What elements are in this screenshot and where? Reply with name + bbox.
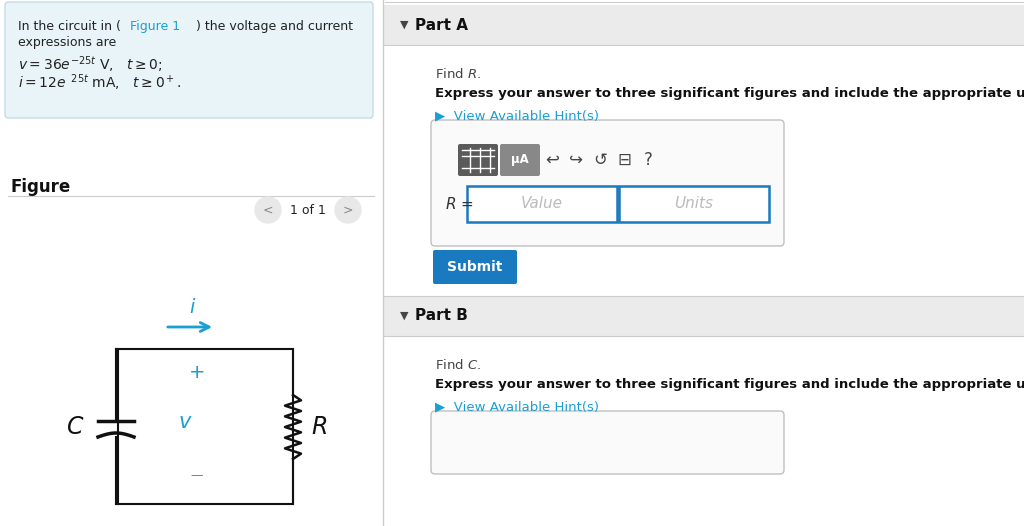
FancyBboxPatch shape — [458, 144, 498, 176]
Text: Part B: Part B — [415, 309, 468, 323]
Text: ⊟: ⊟ — [617, 151, 631, 169]
Text: <: < — [263, 204, 273, 217]
Text: $v$: $v$ — [178, 412, 193, 432]
Bar — [618, 186, 769, 222]
Text: Figure 1: Figure 1 — [130, 20, 180, 33]
Text: Submit: Submit — [447, 260, 503, 274]
Circle shape — [255, 197, 281, 223]
Circle shape — [335, 197, 361, 223]
Text: ▼: ▼ — [400, 20, 409, 30]
Text: ?: ? — [643, 151, 652, 169]
FancyBboxPatch shape — [5, 2, 373, 118]
Text: ▶  View Available Hint(s): ▶ View Available Hint(s) — [435, 109, 599, 122]
Text: $i = 12e^{\;\;25t}$ mA,   $t \geq 0^+$.: $i = 12e^{\;\;25t}$ mA, $t \geq 0^+$. — [18, 72, 181, 93]
Text: Figure: Figure — [10, 178, 71, 196]
Bar — [118, 349, 293, 504]
FancyBboxPatch shape — [500, 144, 540, 176]
Text: $R$: $R$ — [311, 415, 328, 439]
Text: $C$: $C$ — [66, 415, 84, 439]
FancyBboxPatch shape — [431, 120, 784, 246]
Text: Value: Value — [521, 197, 563, 211]
Text: +: + — [188, 363, 205, 382]
Text: $R$ =: $R$ = — [445, 196, 473, 212]
Text: ↩: ↩ — [545, 151, 559, 169]
Text: ▼: ▼ — [400, 311, 409, 321]
Text: Find $R$.: Find $R$. — [435, 67, 481, 81]
Bar — [383, 5, 1024, 45]
Text: Express your answer to three significant figures and include the appropriate uni: Express your answer to three significant… — [435, 87, 1024, 100]
Text: ↪: ↪ — [569, 151, 583, 169]
Text: expressions are: expressions are — [18, 36, 117, 49]
Text: >: > — [343, 204, 353, 217]
Text: Find $C$.: Find $C$. — [435, 358, 481, 372]
Text: $v = 36e^{-25t}$ V,   $t \geq 0$;: $v = 36e^{-25t}$ V, $t \geq 0$; — [18, 54, 163, 75]
Text: Express your answer to three significant figures and include the appropriate uni: Express your answer to three significant… — [435, 378, 1024, 391]
Text: ) the voltage and current: ) the voltage and current — [196, 20, 353, 33]
Text: 1 of 1: 1 of 1 — [290, 204, 326, 217]
Text: μA: μA — [511, 154, 528, 167]
FancyBboxPatch shape — [431, 411, 784, 474]
Text: ↺: ↺ — [593, 151, 607, 169]
Text: —: — — [190, 469, 203, 482]
Text: Part A: Part A — [415, 17, 468, 33]
Bar — [467, 186, 617, 222]
FancyBboxPatch shape — [433, 250, 517, 284]
Text: In the circuit in (: In the circuit in ( — [18, 20, 121, 33]
Bar — [383, 296, 1024, 336]
Text: $i$: $i$ — [189, 298, 197, 317]
Text: ▶  View Available Hint(s): ▶ View Available Hint(s) — [435, 400, 599, 413]
Text: Units: Units — [675, 197, 714, 211]
